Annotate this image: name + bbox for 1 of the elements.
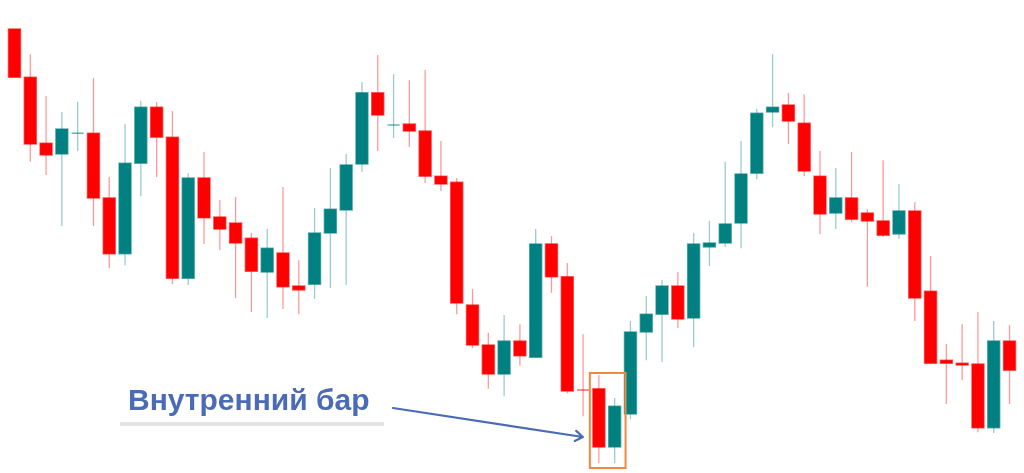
annotation: Внутренний бар (128, 383, 370, 416)
